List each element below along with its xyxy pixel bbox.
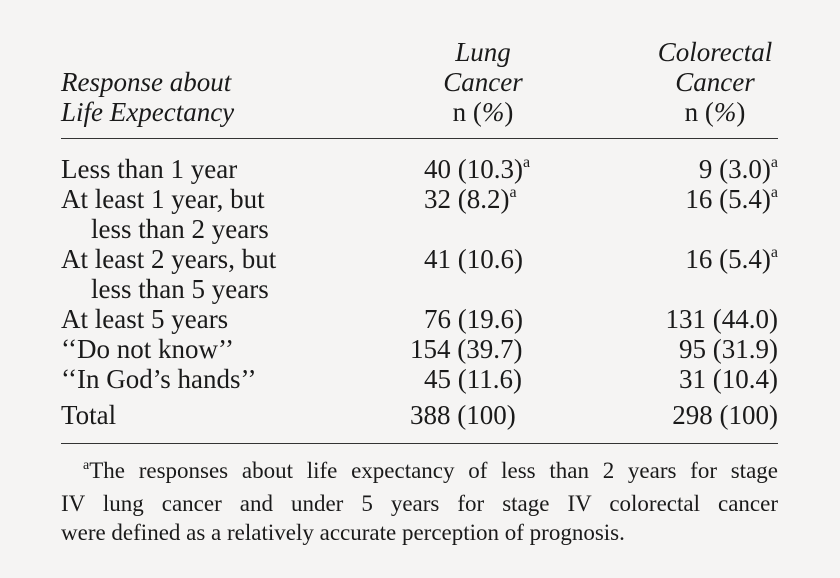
header-lung-n: n ( [452, 97, 482, 127]
row-3-lung: 76 (19.6) [424, 304, 523, 334]
row-2-label-cont: less than 5 years [91, 274, 269, 304]
header-lung-line3: n (%) [428, 97, 538, 127]
row-5-label: ‘‘In God’s hands’’ [61, 364, 257, 394]
header-colo-close: ) [736, 97, 746, 127]
row-4-colo-value: 95 (31.9) [679, 334, 778, 364]
row-2-lung-value: 41 (10.6) [424, 244, 523, 274]
header-lung-close: ) [504, 97, 514, 127]
row-1-lung: 32 (8.2)a [424, 184, 517, 219]
footnote-line-2: IV lung cancer and under 5 years for sta… [61, 491, 778, 516]
row-0-label: Less than 1 year [61, 154, 238, 184]
row-2-label: At least 2 years, but [61, 244, 277, 274]
footnote-line-3: were defined as a relatively accurate pe… [61, 520, 625, 545]
row-1-colo-sup: a [770, 184, 778, 201]
footnote-line-1: aThe responses about life expectancy of … [61, 456, 778, 489]
footer-rule [61, 443, 778, 444]
header-response-line1: Response about [61, 67, 232, 97]
header-colo-line3: n (%) [660, 97, 770, 127]
total-lung: 388 (100) [410, 400, 516, 430]
header-rule [61, 138, 778, 139]
row-2-colo: 16 (5.4)a [685, 244, 778, 279]
row-1-lung-sup: a [509, 184, 517, 201]
row-1-lung-value: 32 (8.2) [424, 184, 510, 214]
row-1-label: At least 1 year, but [61, 184, 265, 214]
footnote-marker: a [83, 458, 90, 473]
row-5-lung-value: 45 (11.6) [424, 364, 522, 394]
row-0-colo: 9 (3.0)a [699, 154, 778, 189]
row-4-lung: 154 (39.7) [410, 334, 522, 364]
header-lung-pct: % [481, 97, 505, 127]
total-label: Total [61, 400, 117, 430]
footnote: aThe responses about life expectancy of … [61, 456, 778, 547]
footnote-line-1-text: The responses about life expectancy of l… [89, 458, 778, 483]
header-colo-n: n ( [684, 97, 714, 127]
row-0-lung-value: 40 (10.3) [424, 154, 523, 184]
header-response-line2: Life Expectancy [61, 97, 235, 127]
total-colo: 298 (100) [672, 400, 778, 430]
row-5-lung: 45 (11.6) [424, 364, 522, 394]
row-1-label-cont: less than 2 years [91, 214, 269, 244]
row-1-colo-value: 16 (5.4) [685, 184, 771, 214]
row-2-colo-sup: a [770, 244, 778, 261]
row-4-colo: 95 (31.9) [679, 334, 778, 364]
row-2-colo-value: 16 (5.4) [685, 244, 771, 274]
row-3-colo: 131 (44.0) [666, 304, 778, 334]
row-0-colo-value: 9 (3.0) [698, 154, 771, 184]
header-colo-pct: % [713, 97, 737, 127]
row-1-colo: 16 (5.4)a [685, 184, 778, 219]
row-5-colo: 31 (10.4) [679, 364, 778, 394]
row-0-lung-sup: a [522, 154, 531, 171]
row-3-label: At least 5 years [61, 304, 229, 334]
header-colo-line1: Colorectal [657, 37, 773, 67]
row-3-colo-value: 131 (44.0) [665, 304, 778, 334]
header-colo-line2: Cancer [675, 67, 755, 97]
row-4-lung-value: 154 (39.7) [410, 334, 523, 364]
row-4-label: ‘‘Do not know’’ [61, 334, 234, 364]
header-lung-line1: Lung [455, 37, 511, 67]
row-0-lung: 40 (10.3)a [424, 154, 530, 189]
header-lung-line2: Cancer [443, 67, 523, 97]
row-2-lung: 41 (10.6) [424, 244, 523, 279]
row-0-colo-sup: a [770, 154, 778, 171]
row-5-colo-value: 31 (10.4) [679, 364, 778, 394]
row-3-lung-value: 76 (19.6) [424, 304, 523, 334]
